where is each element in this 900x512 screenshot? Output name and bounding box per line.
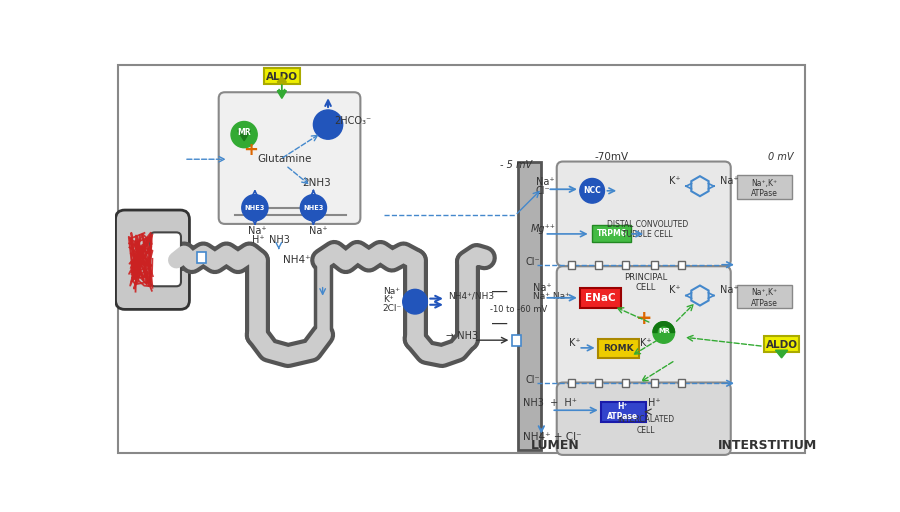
Text: Mg⁺⁺: Mg⁺⁺ xyxy=(530,224,555,234)
Text: 2HCO₃⁻: 2HCO₃⁻ xyxy=(334,117,372,126)
Text: 2Cl⁻: 2Cl⁻ xyxy=(382,304,402,313)
FancyBboxPatch shape xyxy=(737,285,792,308)
Text: H⁺: H⁺ xyxy=(648,398,661,409)
Text: -70mV: -70mV xyxy=(594,152,628,162)
FancyBboxPatch shape xyxy=(557,266,731,387)
Text: NH3: NH3 xyxy=(269,235,290,245)
Circle shape xyxy=(313,110,343,139)
Text: INTERSTITIUM: INTERSTITIUM xyxy=(718,439,817,452)
FancyBboxPatch shape xyxy=(580,288,621,308)
Text: DISTAL CONVOLUTED
TUBULE CELL: DISTAL CONVOLUTED TUBULE CELL xyxy=(607,220,688,239)
Text: ENaC: ENaC xyxy=(585,293,616,303)
Text: K⁺: K⁺ xyxy=(382,295,393,305)
Wedge shape xyxy=(653,322,674,332)
Circle shape xyxy=(402,289,428,314)
Text: K⁺: K⁺ xyxy=(669,176,680,186)
Text: NHE3: NHE3 xyxy=(245,205,266,211)
Text: K⁺: K⁺ xyxy=(669,285,680,295)
FancyBboxPatch shape xyxy=(598,339,639,358)
Text: Na⁺ Na⁺: Na⁺ Na⁺ xyxy=(533,292,570,302)
Bar xyxy=(622,261,629,269)
Text: NH4⁺ + Cl⁻: NH4⁺ + Cl⁻ xyxy=(523,432,581,442)
Bar xyxy=(595,379,602,387)
FancyBboxPatch shape xyxy=(557,382,731,455)
Text: ALDO: ALDO xyxy=(766,340,797,350)
Text: H⁺: H⁺ xyxy=(252,235,265,245)
Text: MR: MR xyxy=(658,328,670,334)
Circle shape xyxy=(242,195,268,221)
Text: Na⁺,K⁺
ATPase: Na⁺,K⁺ ATPase xyxy=(752,288,778,308)
Text: K⁺: K⁺ xyxy=(569,338,580,348)
Text: NCC: NCC xyxy=(583,186,601,195)
FancyBboxPatch shape xyxy=(592,225,631,242)
Text: H⁺
ATPase: H⁺ ATPase xyxy=(608,402,638,421)
FancyBboxPatch shape xyxy=(737,176,792,199)
Text: Cl⁻: Cl⁻ xyxy=(536,186,551,196)
Text: Na⁺: Na⁺ xyxy=(309,226,328,236)
FancyBboxPatch shape xyxy=(264,68,300,84)
FancyBboxPatch shape xyxy=(557,162,731,266)
Text: LUMEN: LUMEN xyxy=(531,439,580,452)
Bar xyxy=(568,379,575,387)
Polygon shape xyxy=(277,77,286,82)
Polygon shape xyxy=(277,91,286,98)
Text: K⁺: K⁺ xyxy=(640,338,652,348)
Text: ALDO: ALDO xyxy=(266,72,298,82)
Text: Na⁺: Na⁺ xyxy=(533,283,552,293)
Text: NH3  +  H⁺: NH3 + H⁺ xyxy=(523,398,577,409)
FancyBboxPatch shape xyxy=(219,92,360,224)
Text: Glutamine: Glutamine xyxy=(257,154,311,164)
Text: ROMK: ROMK xyxy=(603,344,634,353)
Text: Na⁺,K⁺
ATPase: Na⁺,K⁺ ATPase xyxy=(752,179,778,198)
Text: +: + xyxy=(243,141,257,159)
FancyBboxPatch shape xyxy=(764,335,799,352)
Circle shape xyxy=(580,179,605,203)
Bar xyxy=(651,261,658,269)
Bar xyxy=(518,162,541,450)
Polygon shape xyxy=(238,131,250,141)
Text: INTERCALATED
CELL: INTERCALATED CELL xyxy=(617,415,675,435)
Text: 0 mV: 0 mV xyxy=(768,152,793,162)
Text: → NH3: → NH3 xyxy=(446,331,478,340)
Text: Na⁺: Na⁺ xyxy=(248,226,266,236)
Polygon shape xyxy=(776,350,788,358)
FancyBboxPatch shape xyxy=(150,232,181,286)
Bar xyxy=(678,261,685,269)
Text: MR: MR xyxy=(238,128,251,137)
Bar xyxy=(197,252,206,263)
Circle shape xyxy=(231,121,257,147)
Bar xyxy=(568,261,575,269)
Text: Cl⁻: Cl⁻ xyxy=(526,375,540,386)
Bar xyxy=(512,335,521,346)
Text: ―: ― xyxy=(492,284,508,298)
Text: Na⁺: Na⁺ xyxy=(720,285,739,295)
Text: Cl⁻: Cl⁻ xyxy=(526,257,540,267)
Text: NHE3: NHE3 xyxy=(303,205,324,211)
Bar xyxy=(678,379,685,387)
Wedge shape xyxy=(659,327,669,338)
FancyBboxPatch shape xyxy=(600,402,646,422)
Bar xyxy=(595,261,602,269)
Text: TRPM6: TRPM6 xyxy=(597,229,626,239)
Circle shape xyxy=(301,195,327,221)
Text: ―: ― xyxy=(492,316,508,331)
Text: NH4⁺/NH3: NH4⁺/NH3 xyxy=(448,292,494,301)
Text: +: + xyxy=(636,309,652,328)
Text: NH4⁺: NH4⁺ xyxy=(283,255,310,265)
Text: Na⁺: Na⁺ xyxy=(720,176,739,186)
Text: PRINCIPAL
CELL: PRINCIPAL CELL xyxy=(625,273,668,292)
Text: - 5 mV: - 5 mV xyxy=(500,160,532,169)
Text: 2NH3: 2NH3 xyxy=(302,178,330,188)
FancyBboxPatch shape xyxy=(115,210,189,309)
Text: -10 to -60 mV: -10 to -60 mV xyxy=(490,305,547,314)
Circle shape xyxy=(653,322,674,343)
Text: Na⁺: Na⁺ xyxy=(536,177,554,187)
Text: Na⁺: Na⁺ xyxy=(382,287,400,296)
Bar xyxy=(622,379,629,387)
Bar xyxy=(651,379,658,387)
